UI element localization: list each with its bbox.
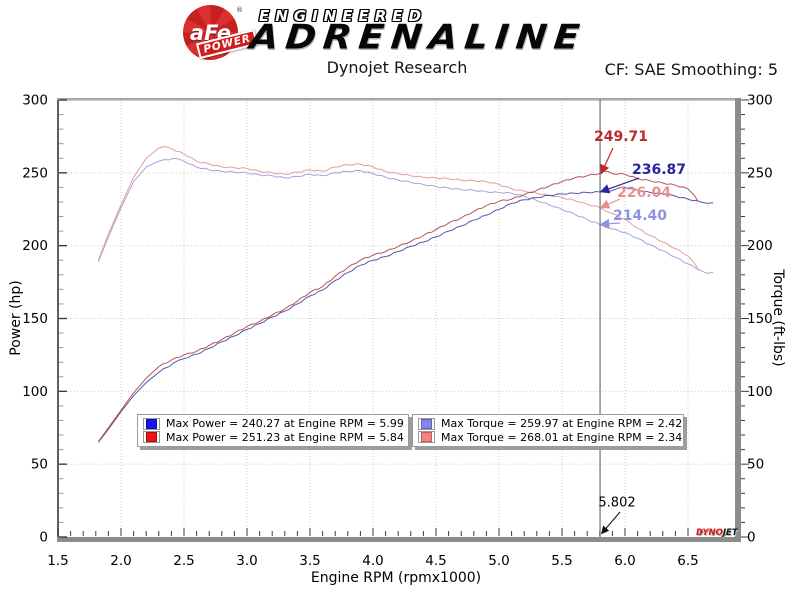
left-tick-label: 250: [22, 165, 48, 181]
callout-arrow: [599, 218, 621, 229]
legend-swatch-icon: [143, 417, 160, 430]
left-axis-line: [57, 100, 59, 537]
x-tick-label: 6.5: [677, 553, 698, 569]
dynojet-watermark: DYNOJET: [696, 528, 738, 538]
plot-frame-bottom: [57, 537, 741, 542]
axis-ticks: [57, 99, 749, 538]
right-tick-label: 100: [747, 384, 773, 400]
x-tick-label: 3.5: [299, 553, 320, 569]
legend-swatch-icon: [418, 417, 435, 430]
legend-entry-label: Max Torque = 268.01 at Engine RPM = 2.34: [441, 430, 683, 444]
callout-arrow: [600, 147, 614, 175]
legend-box-torque: Max Torque = 259.97 at Engine RPM = 2.42…: [412, 414, 684, 447]
dynojet-watermark-jet: JET: [722, 528, 738, 538]
x-tick-label: 1.5: [47, 553, 68, 569]
legend-swatch-color: [421, 418, 432, 429]
cursor-value-label: 236.87: [631, 162, 687, 178]
brand-engineered-text: ENGINEERED: [259, 7, 427, 25]
x-tick-label: 2.5: [173, 553, 194, 569]
right-tick-label: 250: [747, 165, 773, 181]
cursor-rpm-label: 5.802: [598, 495, 636, 511]
series-power-stock: [97, 186, 714, 443]
left-tick-label: 150: [22, 311, 48, 327]
left-tick-label: 100: [22, 384, 48, 400]
registered-mark-icon: ®: [236, 6, 243, 14]
left-tick-label: 300: [22, 93, 48, 109]
x-tick-label: 4.0: [362, 553, 383, 569]
legend-swatch-color: [146, 418, 157, 429]
left-tick-label: 0: [39, 530, 48, 546]
callout-arrows: [599, 147, 640, 535]
cursor-value-label: 214.40: [612, 208, 668, 224]
left-tick-label: 200: [22, 238, 48, 254]
plot-frame-right: [735, 98, 741, 542]
x-tick-label: 2.0: [110, 553, 131, 569]
x-axis-title: Engine RPM (rpmx1000): [310, 570, 482, 586]
legend-box-power: Max Power = 240.27 at Engine RPM = 5.99 M…: [137, 414, 409, 447]
right-tick-label: 300: [747, 93, 773, 109]
legend-swatch-icon: [143, 431, 160, 444]
legend-entry: Max Power = 251.23 at Engine RPM = 5.84: [141, 431, 404, 445]
correction-factor-label: CF: SAE Smoothing: 5: [604, 60, 778, 79]
right-tick-label: 50: [747, 457, 764, 473]
tick-labels: 1.5 2.0 2.5 3.0 3.5 4.0 4.5 5.0 5.5 6.0 6.5 0 0 50 50 1…: [22, 93, 773, 570]
right-tick-label: 150: [747, 311, 773, 327]
x-tick-label: 4.5: [425, 553, 446, 569]
legend-swatch-color: [421, 432, 432, 443]
callout-arrow: [599, 177, 640, 194]
left-axis-title: Power (hp): [8, 280, 24, 356]
dynojet-watermark-dyno: DYNO: [696, 528, 723, 538]
legend-swatch-icon: [418, 431, 435, 444]
legend-entry: Max Torque = 268.01 at Engine RPM = 2.34: [416, 430, 683, 445]
legend-swatch-color: [146, 432, 157, 443]
series-torque-tuned: [97, 146, 699, 270]
chart-title: Dynojet Research: [326, 58, 468, 77]
right-tick-label: 0: [747, 530, 756, 546]
callout-arrow: [599, 198, 621, 209]
x-tick-label: 6.0: [614, 553, 635, 569]
cursor-value-label: 249.71: [593, 129, 649, 145]
legend-entry-label: Max Torque = 259.97 at Engine RPM = 2.42: [441, 417, 683, 431]
right-tick-label: 200: [747, 238, 773, 254]
series-power-tuned: [97, 170, 699, 442]
cursor-rpm-arrow: [601, 511, 621, 535]
x-tick-label: 5.5: [551, 553, 572, 569]
x-tick-label: 3.0: [236, 553, 257, 569]
cursor-value-label: 226.04: [616, 185, 672, 201]
legend-entry: Max Torque = 259.97 at Engine RPM = 2.42: [416, 417, 683, 431]
legend-entry-label: Max Power = 251.23 at Engine RPM = 5.84: [166, 430, 404, 444]
plot-frame-top: [57, 98, 741, 101]
legend-entry-label: Max Power = 240.27 at Engine RPM = 5.99: [166, 417, 404, 431]
legend-entry: Max Power = 240.27 at Engine RPM = 5.99: [141, 417, 404, 431]
left-tick-label: 50: [31, 457, 48, 473]
right-axis-title: Torque (ft-lbs): [770, 269, 786, 367]
x-tick-label: 5.0: [488, 553, 509, 569]
